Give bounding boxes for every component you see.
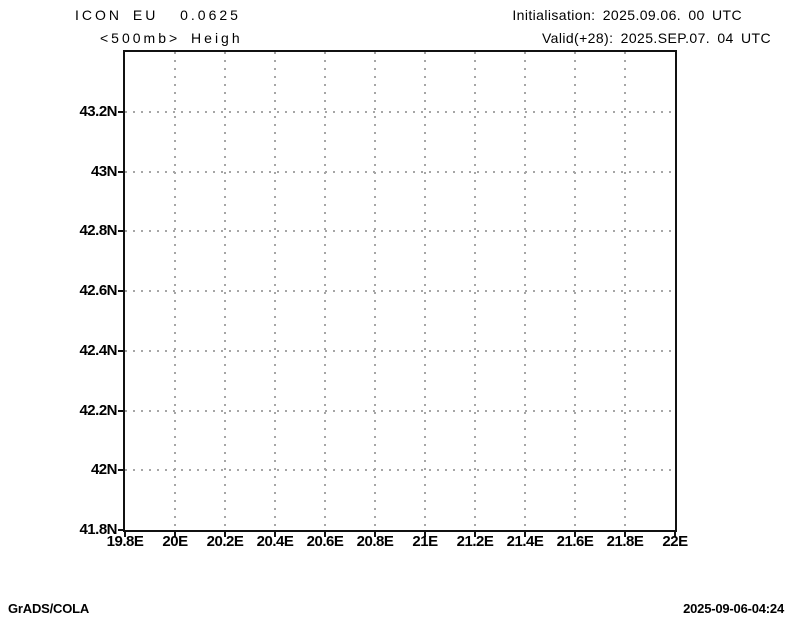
map-plot-area: 19.8E 20E 20.2E 20.4E 20.6E 20.8E 21E 21.2E 21.4… [79, 50, 688, 550]
x-axis-tick [174, 532, 176, 537]
x-tick-label: 21E [412, 533, 438, 550]
x-tick-label: 19.8E [106, 533, 144, 550]
grads-credit: GrADS/COLA [8, 601, 90, 616]
y-tick-label: 42.6N [79, 282, 117, 299]
valid-time: Valid(+28): 2025.SEP.07. 04 UTC [541, 30, 771, 46]
gridline-horizontal [125, 409, 675, 412]
y-tick-label: 42.2N [79, 401, 117, 419]
x-tick-label: 20.8E [356, 533, 394, 550]
y-tick-label: 42N [90, 461, 118, 479]
y-axis-tick [118, 469, 123, 472]
y-axis-tick [118, 290, 123, 292]
x-axis-tick [124, 532, 126, 537]
y-tick-label: 43N [90, 162, 118, 180]
gridline-horizontal [125, 469, 675, 472]
x-axis-tick [624, 532, 626, 537]
x-tick-label: 21.6E [556, 533, 594, 550]
model-title: ICON EU 0.0625 [75, 7, 241, 23]
x-axis-tick [524, 532, 526, 537]
gridline-horizontal [125, 110, 675, 113]
y-axis-tick [118, 170, 123, 173]
x-tick-label: 21.8E [606, 533, 644, 550]
y-tick-label: 43.2N [79, 102, 117, 120]
gridline-horizontal [125, 170, 675, 173]
x-axis-tick [274, 532, 276, 537]
x-axis-tick [674, 532, 676, 537]
gridline-horizontal [125, 290, 675, 292]
x-tick-label: 20.4E [256, 533, 294, 550]
x-tick-label: 20.2E [206, 533, 244, 550]
x-tick-label: 22E [662, 533, 688, 550]
x-tick-label: 20.6E [306, 533, 344, 550]
y-axis-tick [118, 349, 123, 352]
y-tick-label: 42.4N [79, 341, 117, 359]
x-axis-tick [324, 532, 326, 537]
x-axis-tick [574, 532, 576, 537]
y-axis-tick [118, 409, 123, 412]
y-tick-label: 42.8N [79, 222, 117, 240]
x-tick-label: 21.4E [506, 533, 544, 550]
x-axis-tick [374, 532, 376, 537]
initialisation-time: Initialisation: 2025.09.06. 00 UTC [512, 7, 742, 23]
x-axis-tick [424, 532, 426, 537]
y-axis-tick [118, 529, 123, 531]
y-tick-label: 41.8N [79, 521, 117, 538]
x-tick-label: 21.2E [456, 533, 494, 550]
x-axis-tick [224, 532, 226, 537]
x-tick-label: 20E [162, 533, 188, 550]
field-title: <500mb> Heigh [100, 30, 243, 46]
render-timestamp: 2025-09-06-04:24 [683, 601, 784, 616]
y-axis-tick [118, 230, 123, 233]
x-axis-tick [474, 532, 476, 537]
gridline-horizontal [125, 349, 675, 352]
gridline-horizontal [125, 230, 675, 233]
y-axis-tick [118, 110, 123, 113]
